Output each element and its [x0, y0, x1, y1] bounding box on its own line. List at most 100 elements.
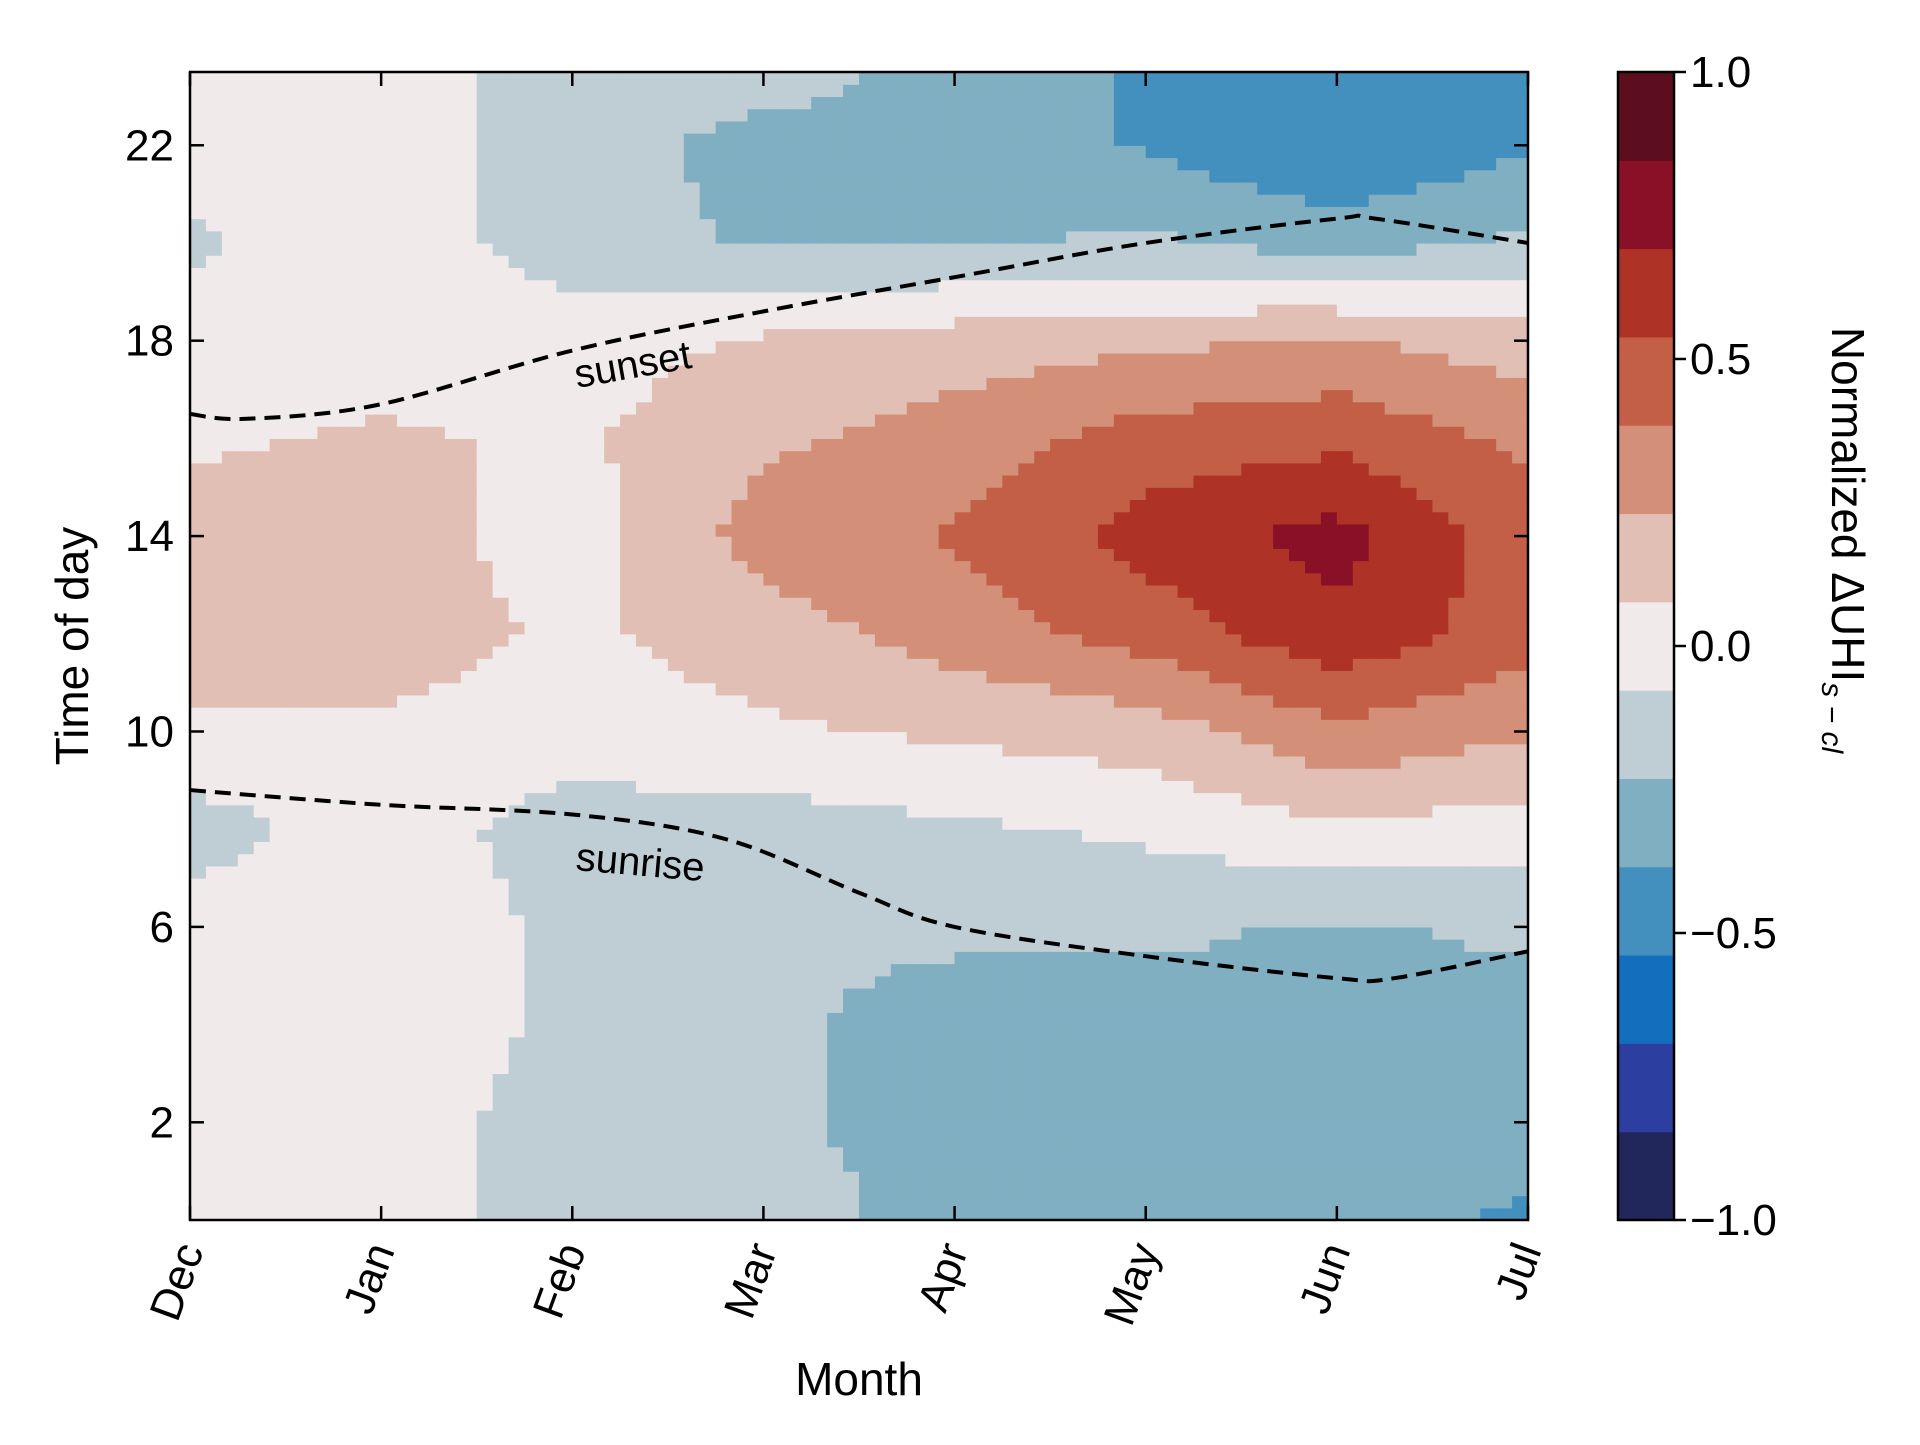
heatmap-cell: [699, 1049, 717, 1062]
heatmap-cell: [524, 499, 542, 513]
heatmap-cell: [540, 145, 557, 159]
heatmap-cell: [747, 1110, 765, 1123]
heatmap-cell: [556, 743, 573, 757]
heatmap-cell: [1018, 340, 1035, 354]
heatmap-cell: [253, 475, 271, 488]
heatmap-cell: [922, 1012, 940, 1026]
heatmap-cell: [970, 1000, 988, 1013]
heatmap-cell: [524, 890, 542, 904]
heatmap-cell: [237, 340, 255, 354]
heatmap-cell: [301, 304, 319, 317]
heatmap-cell: [349, 621, 366, 635]
heatmap-cell: [444, 120, 462, 134]
heatmap-cell: [811, 951, 828, 965]
heatmap-cell: [731, 291, 749, 305]
heatmap-cell: [651, 694, 669, 708]
heatmap-cell: [667, 242, 685, 256]
heatmap-cell: [476, 389, 494, 403]
heatmap-cell: [397, 816, 414, 830]
heatmap-cell: [715, 511, 733, 525]
heatmap-cell: [221, 1036, 239, 1050]
heatmap-cell: [205, 1012, 223, 1026]
heatmap-cell: [636, 719, 653, 733]
heatmap-cell: [874, 194, 892, 207]
heatmap-cell: [651, 499, 669, 513]
heatmap-cell: [205, 853, 223, 867]
heatmap-cell: [715, 389, 733, 403]
heatmap-cell: [843, 523, 860, 537]
heatmap-cell: [444, 157, 462, 171]
heatmap-cell: [540, 340, 557, 354]
heatmap-cell: [938, 584, 956, 598]
heatmap-cell: [190, 377, 207, 391]
heatmap-cell: [301, 707, 319, 720]
heatmap-cell: [444, 572, 462, 586]
heatmap-cell: [1002, 108, 1019, 122]
heatmap-cell: [365, 658, 382, 672]
heatmap-cell: [859, 157, 876, 171]
heatmap-cell: [317, 365, 334, 378]
heatmap-cell: [221, 487, 239, 501]
heatmap-cell: [811, 1036, 828, 1050]
heatmap-cell: [763, 169, 780, 183]
heatmap-cell: [811, 963, 828, 977]
heatmap-cell: [476, 523, 494, 537]
heatmap-cell: [970, 536, 988, 549]
heatmap-cell: [588, 499, 605, 513]
heatmap-cell: [715, 401, 733, 415]
heatmap-cell: [285, 658, 303, 672]
heatmap-cell: [604, 694, 621, 708]
heatmap-cell: [1002, 646, 1019, 659]
heatmap-cell: [843, 499, 860, 513]
heatmap-cell: [970, 413, 988, 427]
heatmap-cell: [922, 194, 940, 207]
heatmap-cell: [922, 1183, 940, 1197]
heatmap-cell: [508, 242, 526, 256]
heatmap-cell: [460, 1122, 478, 1136]
heatmap-cell: [667, 841, 685, 855]
heatmap-cell: [651, 878, 669, 891]
heatmap-cell: [954, 1122, 972, 1136]
heatmap-cell: [476, 1061, 494, 1075]
heatmap-cell: [381, 108, 398, 122]
heatmap-cell: [253, 682, 271, 696]
heatmap-cell: [604, 145, 621, 159]
heatmap-cell: [460, 206, 478, 220]
heatmap-cell: [428, 939, 446, 952]
heatmap-cell: [747, 951, 765, 965]
heatmap-cell: [349, 1061, 366, 1075]
heatmap-cell: [620, 487, 637, 501]
heatmap-cell: [779, 804, 796, 818]
heatmap-cell: [843, 865, 860, 879]
heatmap-cell: [333, 951, 350, 965]
heatmap-cell: [221, 902, 239, 916]
heatmap-cell: [715, 1061, 733, 1075]
heatmap-cell: [874, 340, 892, 354]
heatmap-cell: [779, 1158, 796, 1172]
heatmap-cell: [444, 914, 462, 928]
heatmap-cell: [556, 682, 573, 696]
heatmap-cell: [381, 340, 398, 354]
heatmap-cell: [572, 1195, 589, 1209]
heatmap-cell: [190, 1073, 207, 1087]
heatmap-cell: [476, 108, 494, 122]
heatmap-cell: [556, 658, 573, 672]
heatmap-cell: [301, 914, 319, 928]
heatmap-cell: [556, 316, 573, 330]
heatmap-cell: [811, 1171, 828, 1184]
heatmap-cell: [922, 548, 940, 562]
heatmap-cell: [333, 646, 350, 659]
heatmap-cell: [667, 1171, 685, 1184]
heatmap-cell: [731, 951, 749, 965]
heatmap-cell: [381, 963, 398, 977]
heatmap-cell: [699, 804, 717, 818]
heatmap-cell: [1002, 584, 1019, 598]
heatmap-cell: [221, 279, 239, 293]
heatmap-cell: [205, 438, 223, 452]
heatmap-cell: [381, 365, 398, 378]
heatmap-cell: [205, 316, 223, 330]
heatmap-cell: [285, 841, 303, 855]
heatmap-cell: [492, 816, 510, 830]
heatmap-cell: [779, 426, 796, 439]
heatmap-cell: [827, 1171, 844, 1184]
